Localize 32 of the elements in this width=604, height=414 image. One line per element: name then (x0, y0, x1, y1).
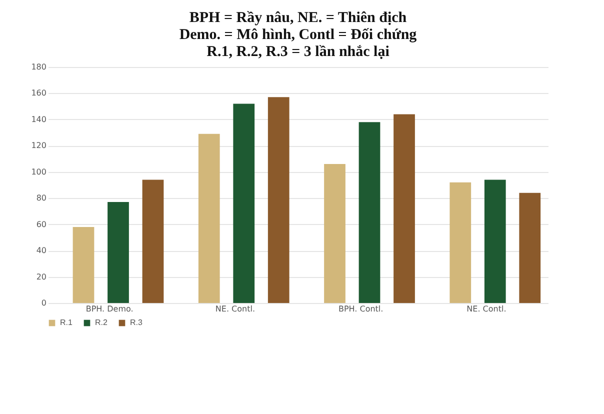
x-tick-label: NE. Contl. (215, 304, 255, 314)
y-tick-label: 160 (31, 88, 46, 98)
bar (358, 122, 380, 303)
y-tick-label: 140 (31, 114, 46, 124)
y-tick-label: 60 (36, 220, 46, 229)
y-tick-label: 180 (31, 62, 46, 72)
bar (484, 180, 506, 303)
bar (268, 97, 290, 303)
y-tick-label: 40 (36, 246, 46, 256)
text: Demo. = Mô hình, Contl = Đối chứng (179, 27, 417, 43)
bar (450, 182, 472, 303)
x-tick-label: NE. Contl. (466, 304, 506, 314)
y-tick-label: 100 (31, 167, 46, 176)
text: BPH = Rầy nâu, NE. = Thiên địch (189, 10, 407, 26)
bar (233, 104, 255, 303)
legend-label: R.3 (130, 318, 143, 327)
bar (198, 134, 220, 303)
y-tick-label: 20 (36, 272, 46, 282)
legend-label: R.1 (60, 318, 73, 327)
bar (394, 114, 415, 303)
x-tick-label: BPH. Demo. (86, 304, 134, 314)
bar (519, 192, 541, 303)
bar (72, 226, 94, 303)
bar (108, 202, 129, 303)
y-tick-label: 120 (31, 141, 46, 150)
legend-label: R.2 (95, 318, 108, 327)
bar (142, 180, 164, 303)
y-tick-label: 80 (36, 194, 46, 203)
text: R.1, R.2, R.3 = 3 lần nhắc lại (206, 44, 390, 60)
y-tick-label: 0 (41, 298, 46, 308)
x-tick-label: BPH. Contl. (338, 304, 384, 314)
bar (324, 164, 346, 303)
